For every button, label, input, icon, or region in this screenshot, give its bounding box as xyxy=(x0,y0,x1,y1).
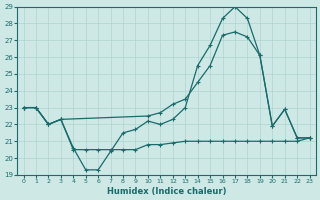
X-axis label: Humidex (Indice chaleur): Humidex (Indice chaleur) xyxy=(107,187,226,196)
